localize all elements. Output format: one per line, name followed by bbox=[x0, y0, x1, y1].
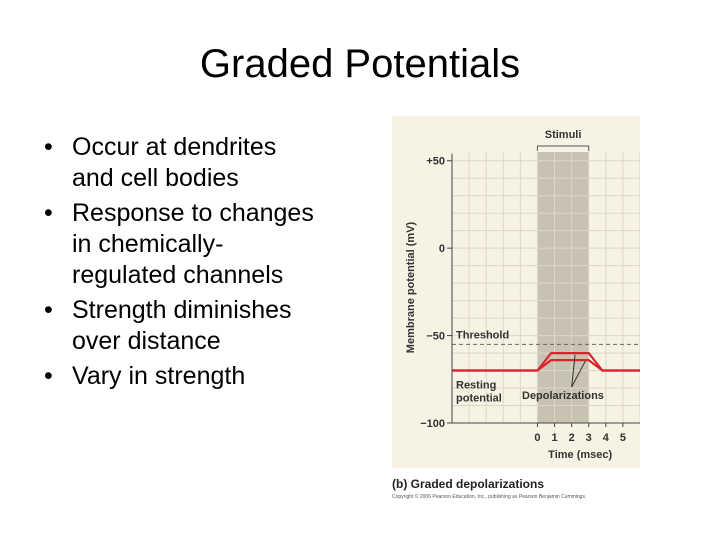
depolarization-pointers bbox=[571, 354, 586, 388]
x-tick-label: 0 bbox=[534, 432, 540, 444]
stimulus-bracket bbox=[536, 145, 590, 151]
bullet-text-line: regulated channels bbox=[72, 261, 284, 289]
stimulus-band bbox=[537, 152, 589, 423]
bullet-text-line: Strength diminishes bbox=[72, 296, 292, 324]
pointer-line bbox=[571, 360, 586, 388]
resting-label-line: Resting bbox=[456, 380, 496, 392]
bullet-dot: • bbox=[44, 362, 53, 390]
graded-depolarization-curve bbox=[452, 352, 640, 372]
bullet-item: • Occur at dendrites and cell bodies bbox=[42, 132, 372, 194]
pointer-line bbox=[571, 354, 576, 388]
y-axis-label: Membrane potential (mV) bbox=[405, 221, 417, 353]
bullet-text-line: in chemically- bbox=[72, 230, 224, 258]
slide-title: Graded Potentials bbox=[199, 42, 521, 86]
x-tick-label: 2 bbox=[569, 432, 575, 444]
bullet-dot: • bbox=[44, 296, 53, 324]
bullet-text-line: over distance bbox=[72, 327, 221, 355]
y-tick-label: 0 bbox=[439, 243, 445, 255]
y-tick-group: +50 0 −50 −100 bbox=[420, 156, 452, 430]
figure-caption: (b) Graded depolarizations bbox=[392, 477, 545, 491]
bullet-item: • Response to changes in chemically- reg… bbox=[42, 198, 372, 291]
bullet-list: • Occur at dendrites and cell bodies • R… bbox=[42, 132, 372, 396]
curve-group bbox=[452, 352, 640, 372]
x-tick-label: 4 bbox=[603, 432, 610, 444]
x-axis-label: Time (msec) bbox=[548, 449, 612, 461]
figure-copyright: Copyright © 2006 Pearson Education, Inc.… bbox=[392, 494, 587, 500]
chart-background bbox=[392, 116, 640, 468]
bullet-dot: • bbox=[44, 133, 53, 161]
depolarizations-label: Depolarizations bbox=[522, 390, 604, 402]
bullet-text-line: Response to changes bbox=[72, 199, 314, 227]
bullet-text-line: Occur at dendrites bbox=[72, 133, 277, 161]
x-tick-label: 1 bbox=[551, 432, 557, 444]
stimulus-label: Stimuli bbox=[545, 129, 582, 141]
x-tick-label: 3 bbox=[586, 432, 592, 444]
x-tick-label: 5 bbox=[620, 432, 626, 444]
chart-axes bbox=[451, 154, 640, 424]
y-tick-label: −100 bbox=[420, 418, 445, 430]
stimulus-bracket-line bbox=[536, 145, 590, 151]
y-tick-label: +50 bbox=[426, 156, 445, 168]
threshold-label: Threshold bbox=[456, 329, 509, 341]
y-tick-label: −50 bbox=[426, 331, 445, 343]
resting-label-line: potential bbox=[456, 393, 502, 405]
bullet-item: • Strength diminishes over distance bbox=[42, 295, 372, 357]
bullet-text-line: Vary in strength bbox=[72, 362, 246, 390]
bullet-item: • Vary in strength bbox=[42, 361, 372, 392]
bullet-text-line: and cell bodies bbox=[72, 164, 239, 192]
bullet-dot: • bbox=[44, 199, 53, 227]
